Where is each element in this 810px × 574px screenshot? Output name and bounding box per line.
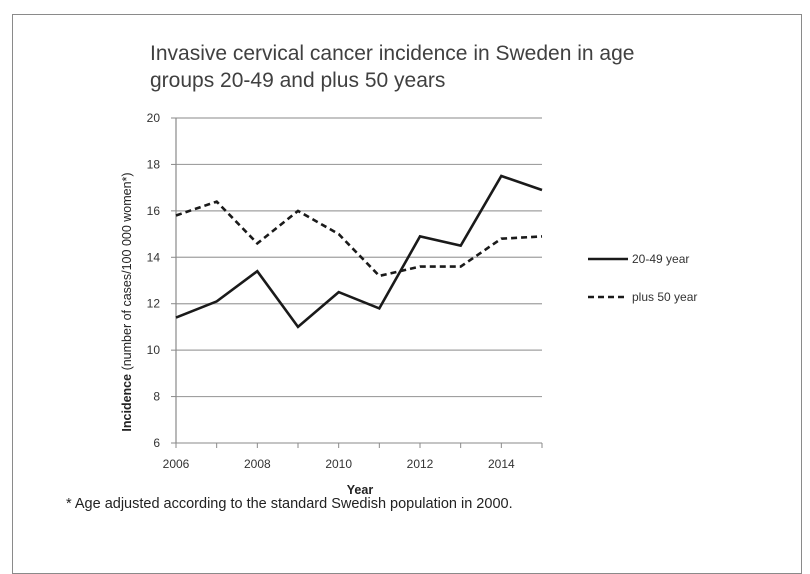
x-tick-label: 2008 (244, 457, 271, 471)
y-tick-label: 12 (147, 297, 161, 311)
y-axis-label: Incidence (number of cases/100 000 women… (120, 172, 134, 431)
y-tick-label: 8 (153, 390, 160, 404)
legend-label: plus 50 year (632, 290, 697, 304)
series-lines (176, 176, 542, 327)
y-tick-label: 16 (147, 204, 161, 218)
y-axis-label-rest: (number of cases/100 000 women*) (120, 172, 134, 374)
x-tick-label: 2010 (325, 457, 352, 471)
legend: 20-49 year plus 50 year (588, 252, 697, 304)
y-tick-label: 18 (147, 157, 161, 171)
x-tick-label: 2014 (488, 457, 515, 471)
x-tick-label: 2006 (163, 457, 190, 471)
y-tick-label: 20 (147, 111, 161, 125)
y-axis-label-bold: Incidence (120, 374, 134, 432)
gridlines (176, 118, 542, 443)
x-axis-label: Year (347, 483, 374, 497)
legend-label: 20-49 year (632, 252, 689, 266)
y-tick-label: 6 (153, 436, 160, 450)
y-tick-label: 10 (147, 343, 161, 357)
y-tick-label: 14 (147, 250, 161, 264)
footnote: * Age adjusted according to the standard… (66, 496, 513, 512)
x-tick-label: 2012 (407, 457, 434, 471)
line-chart: 6 8 10 12 14 16 18 20 2006 2008 2010 2012 2014 20-49… (0, 0, 810, 521)
series-line-plus-50 (176, 202, 542, 276)
